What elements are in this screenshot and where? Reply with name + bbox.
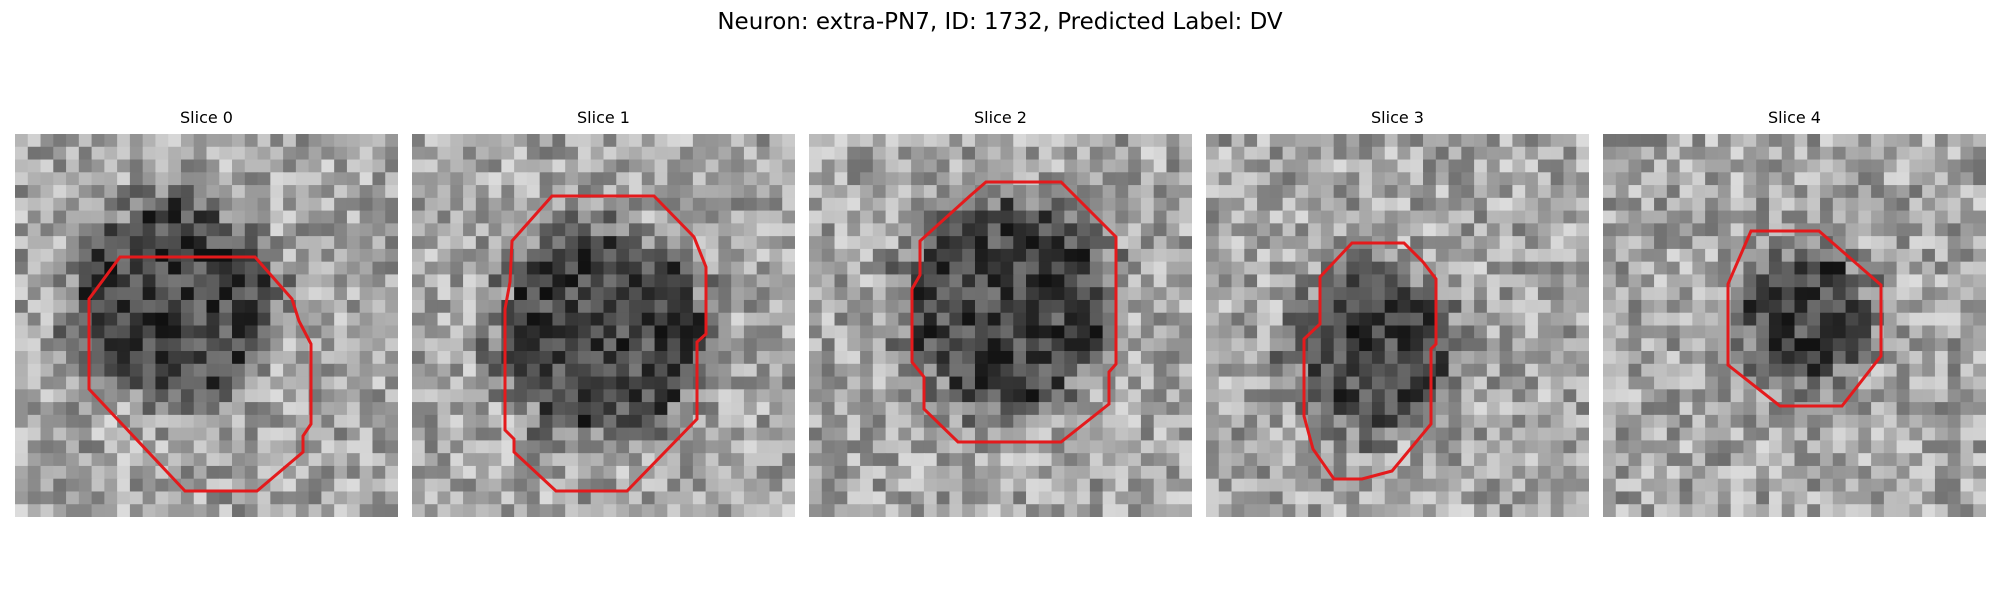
- slice-panel-4: Slice 4: [1603, 108, 1986, 517]
- slice-title: Slice 4: [1768, 108, 1821, 127]
- slice-image-3: [1206, 134, 1589, 517]
- roi-contour: [503, 194, 708, 493]
- slice-panel-0: Slice 0: [15, 108, 398, 517]
- slice-image-1: [412, 134, 795, 517]
- slice-title: Slice 1: [577, 108, 630, 127]
- slice-panel-2: Slice 2: [809, 108, 1192, 517]
- figure-title: Neuron: extra-PN7, ID: 1732, Predicted L…: [717, 9, 1283, 35]
- slice-title: Slice 0: [180, 108, 233, 127]
- slice-panel-3: Slice 3: [1206, 108, 1589, 517]
- slice-image-4: [1603, 134, 1986, 517]
- roi-contour: [1302, 241, 1438, 481]
- roi-contour: [87, 255, 313, 493]
- slice-title: Slice 3: [1371, 108, 1424, 127]
- slice-title: Slice 2: [974, 108, 1027, 127]
- slice-panel-1: Slice 1: [412, 108, 795, 517]
- slice-image-2: [809, 134, 1192, 517]
- roi-contour: [1726, 229, 1883, 408]
- roi-contour: [910, 180, 1118, 444]
- slice-image-0: [15, 134, 398, 517]
